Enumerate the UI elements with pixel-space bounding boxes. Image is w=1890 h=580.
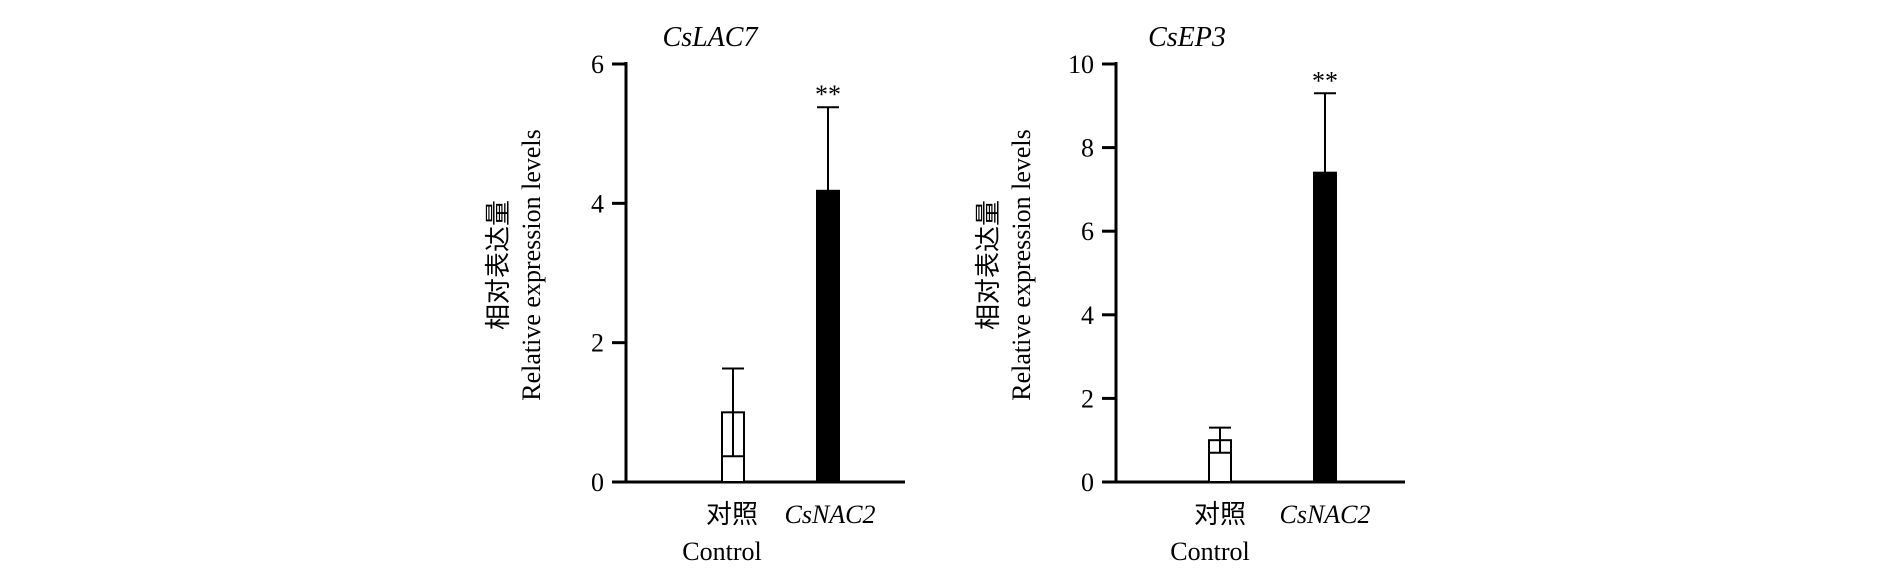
x-axis-labels: 对照 Control CsNAC2 bbox=[1170, 500, 1370, 566]
y-axis-label: 相对表达量 Relative expression levels bbox=[484, 129, 546, 400]
axes: 0 2 4 6 8 10 bbox=[1068, 50, 1405, 497]
x-category-label-en: Control bbox=[1170, 537, 1249, 566]
y-axis-label-cn: 相对表达量 bbox=[974, 200, 1003, 330]
bar bbox=[817, 191, 839, 482]
significance-label: ** bbox=[815, 80, 841, 109]
x-category-label: 对照 bbox=[1194, 500, 1246, 529]
y-axis-label-en: Relative expression levels bbox=[1007, 129, 1036, 400]
significance-label: ** bbox=[1312, 66, 1338, 95]
bars: ** bbox=[1209, 66, 1338, 482]
chart-csep3: CsEP3 相对表达量 Relative expression levels 0… bbox=[974, 22, 1405, 566]
bars: ** bbox=[722, 80, 841, 482]
x-category-label-en: Control bbox=[682, 537, 761, 566]
bar bbox=[1314, 173, 1336, 482]
x-category-label: CsNAC2 bbox=[784, 500, 875, 529]
chart-title: CsEP3 bbox=[1148, 22, 1226, 53]
y-tick-label: 0 bbox=[591, 468, 604, 497]
x-category-label: 对照 bbox=[706, 500, 758, 529]
chart-cslac7: CsLAC7 相对表达量 Relative expression levels … bbox=[484, 22, 905, 566]
chart-title: CsLAC7 bbox=[663, 22, 759, 53]
y-axis-label-cn: 相对表达量 bbox=[484, 200, 513, 330]
y-axis-label: 相对表达量 Relative expression levels bbox=[974, 129, 1036, 400]
y-tick-label: 6 bbox=[1081, 217, 1094, 246]
x-axis-labels: 对照 Control CsNAC2 bbox=[682, 500, 875, 566]
y-tick-label: 0 bbox=[1081, 468, 1094, 497]
y-tick-label: 8 bbox=[1081, 134, 1094, 163]
y-tick-label: 2 bbox=[591, 329, 604, 358]
axes: 0 2 4 6 bbox=[591, 50, 905, 497]
y-tick-label: 4 bbox=[1081, 301, 1094, 330]
x-category-label: CsNAC2 bbox=[1279, 500, 1370, 529]
y-axis-label-en: Relative expression levels bbox=[517, 129, 546, 400]
y-tick-label: 10 bbox=[1068, 50, 1094, 79]
y-tick-label: 4 bbox=[591, 189, 604, 218]
y-tick-label: 6 bbox=[591, 50, 604, 79]
y-tick-label: 2 bbox=[1081, 384, 1094, 413]
